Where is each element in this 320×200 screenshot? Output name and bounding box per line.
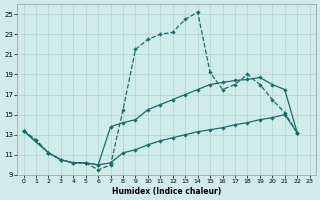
X-axis label: Humidex (Indice chaleur): Humidex (Indice chaleur): [112, 187, 221, 196]
